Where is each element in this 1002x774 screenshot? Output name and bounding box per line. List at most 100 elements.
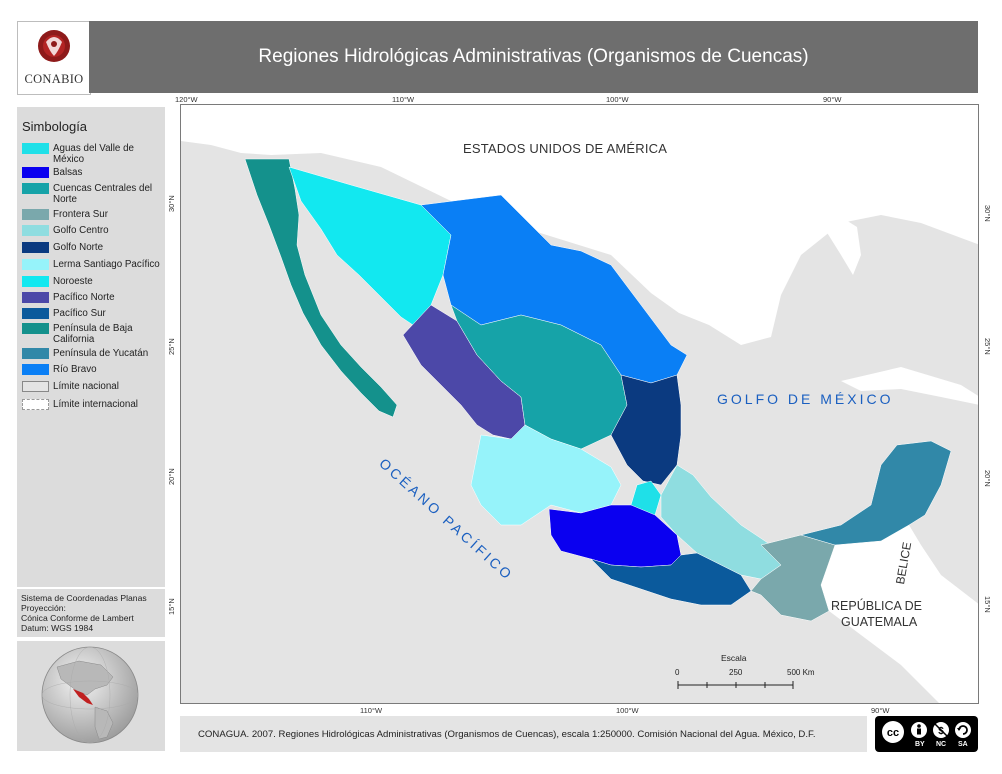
legend-item: Pacífico Sur bbox=[22, 308, 106, 319]
legend-item: Balsas bbox=[22, 167, 82, 178]
legend-panel: Simbología Aguas del Valle de México Bal… bbox=[17, 107, 165, 587]
legend-label: Noroeste bbox=[53, 276, 93, 287]
label-gulf: GOLFO DE MÉXICO bbox=[717, 391, 894, 407]
region-pacifico-sur[interactable] bbox=[590, 552, 752, 606]
legend-swatch bbox=[22, 399, 49, 410]
tick-top: 120°W bbox=[175, 95, 198, 104]
tick-bottom: 110°W bbox=[360, 706, 383, 715]
legend-swatch bbox=[22, 381, 49, 392]
projection-line: Sistema de Coordenadas Planas bbox=[21, 593, 147, 603]
legend-item: Pacífico Norte bbox=[22, 292, 115, 303]
legend-label: Frontera Sur bbox=[53, 209, 108, 220]
legend-swatch bbox=[22, 323, 49, 334]
legend-label: Río Bravo bbox=[53, 364, 97, 375]
label-guatemala-2: GUATEMALA bbox=[841, 615, 918, 629]
legend-swatch bbox=[22, 167, 49, 178]
label-guatemala-1: REPÚBLICA DE bbox=[831, 599, 923, 613]
legend-item: Península de Yucatán bbox=[22, 348, 148, 359]
scale-label: 250 bbox=[729, 668, 743, 677]
legend-label: Lerma Santiago Pacífico bbox=[53, 259, 160, 270]
legend-label: Cuencas Centrales del Norte bbox=[53, 183, 153, 205]
legend-swatch bbox=[22, 143, 49, 154]
legend-swatch bbox=[22, 242, 49, 253]
legend-item: Noroeste bbox=[22, 276, 93, 287]
svg-text:cc: cc bbox=[887, 727, 899, 739]
legend-label: Península de Baja California bbox=[53, 323, 133, 345]
legend-label: Pacífico Sur bbox=[53, 308, 106, 319]
tick-left: 15°N bbox=[167, 598, 176, 615]
label-usa: ESTADOS UNIDOS DE AMÉRICA bbox=[463, 141, 668, 156]
region-golfo-norte[interactable] bbox=[610, 374, 682, 486]
cc-badge-by: BY bbox=[915, 741, 925, 748]
legend-label: Golfo Norte bbox=[53, 242, 104, 253]
legend-swatch bbox=[22, 225, 49, 236]
tick-bottom: 90°W bbox=[871, 706, 890, 715]
region-golfo-centro[interactable] bbox=[660, 464, 782, 580]
legend-label: Balsas bbox=[53, 167, 83, 178]
title-bar: Regiones Hidrológicas Administrativas (O… bbox=[89, 21, 978, 93]
legend-label: Pacífico Norte bbox=[53, 292, 115, 303]
cc-badge-sa: SA bbox=[958, 741, 968, 748]
logo-text: CONABIO bbox=[24, 72, 84, 86]
land-guatemala bbox=[821, 525, 978, 703]
region-peninsula-yucatan[interactable] bbox=[800, 440, 952, 546]
map-frame[interactable]: ESTADOS UNIDOS DE AMÉRICA GOLFO DE MÉXIC… bbox=[180, 104, 979, 704]
region-peninsula-baja-california[interactable] bbox=[244, 158, 398, 418]
legend-item: Río Bravo bbox=[22, 364, 97, 375]
legend-item: Límite internacional bbox=[22, 399, 138, 410]
legend-item: Golfo Centro bbox=[22, 225, 109, 236]
projection-line: Cónica Conforme de Lambert bbox=[21, 613, 134, 623]
locator-globe-panel bbox=[17, 641, 165, 751]
tick-bottom: 100°W bbox=[616, 706, 639, 715]
globe-icon bbox=[41, 646, 139, 744]
cc-badge-nc: NC bbox=[936, 741, 947, 748]
legend-swatch bbox=[22, 276, 49, 287]
tick-right: 15°N bbox=[983, 596, 992, 613]
legend-item: Límite nacional bbox=[22, 381, 119, 392]
projection-info: Sistema de Coordenadas Planas Proyección… bbox=[17, 589, 165, 637]
legend-item: Golfo Norte bbox=[22, 242, 103, 253]
legend-title: Simbología bbox=[22, 119, 88, 134]
projection-line: Proyección: bbox=[21, 603, 66, 613]
region-cuencas-centrales-norte[interactable] bbox=[450, 304, 628, 450]
tick-top: 90°W bbox=[823, 95, 842, 104]
legend-item: Cuencas Centrales del Norte bbox=[22, 183, 165, 205]
conabio-emblem-icon bbox=[38, 30, 70, 62]
creative-commons-icon: cc $ bbox=[877, 718, 976, 750]
projection-line: Datum: WGS 1984 bbox=[21, 623, 94, 633]
scale-title: Escala bbox=[721, 653, 747, 663]
legend-item: Frontera Sur bbox=[22, 209, 108, 220]
tick-right: 25°N bbox=[983, 338, 992, 355]
creative-commons-badge[interactable]: cc $ BY NC SA bbox=[875, 716, 978, 752]
legend-label: Aguas del Valle de México bbox=[53, 143, 134, 165]
scale-label: 500 Km bbox=[787, 668, 815, 677]
citation-footer: CONAGUA. 2007. Regiones Hidrológicas Adm… bbox=[180, 716, 867, 752]
tick-top: 100°W bbox=[606, 95, 629, 104]
tick-top: 110°W bbox=[392, 95, 415, 104]
legend-swatch bbox=[22, 364, 49, 375]
legend-swatch bbox=[22, 348, 49, 359]
legend-swatch bbox=[22, 292, 49, 303]
legend-swatch bbox=[22, 209, 49, 220]
tick-left: 20°N bbox=[167, 468, 176, 485]
map-svg bbox=[181, 105, 978, 703]
legend-label: Límite internacional bbox=[53, 399, 138, 410]
legend-swatch bbox=[22, 308, 49, 319]
page-title: Regiones Hidrológicas Administrativas (O… bbox=[258, 46, 809, 67]
tick-left: 30°N bbox=[167, 195, 176, 212]
tick-right: 20°N bbox=[983, 470, 992, 487]
legend-item: Lerma Santiago Pacífico bbox=[22, 259, 160, 270]
legend-item: Península de Baja California bbox=[22, 323, 143, 345]
legend-item: Aguas del Valle de México bbox=[22, 143, 165, 165]
legend-swatch bbox=[22, 259, 49, 270]
tick-right: 30°N bbox=[983, 205, 992, 222]
land-cuba bbox=[841, 367, 978, 405]
legend-swatch bbox=[22, 183, 49, 194]
citation-text: CONAGUA. 2007. Regiones Hidrológicas Adm… bbox=[198, 728, 816, 740]
scale-bar bbox=[677, 681, 794, 689]
legend-label: Península de Yucatán bbox=[53, 348, 149, 359]
tick-left: 25°N bbox=[167, 338, 176, 355]
legend-label: Límite nacional bbox=[53, 381, 119, 392]
legend-label: Golfo Centro bbox=[53, 225, 109, 236]
svg-text:$: $ bbox=[938, 726, 944, 737]
